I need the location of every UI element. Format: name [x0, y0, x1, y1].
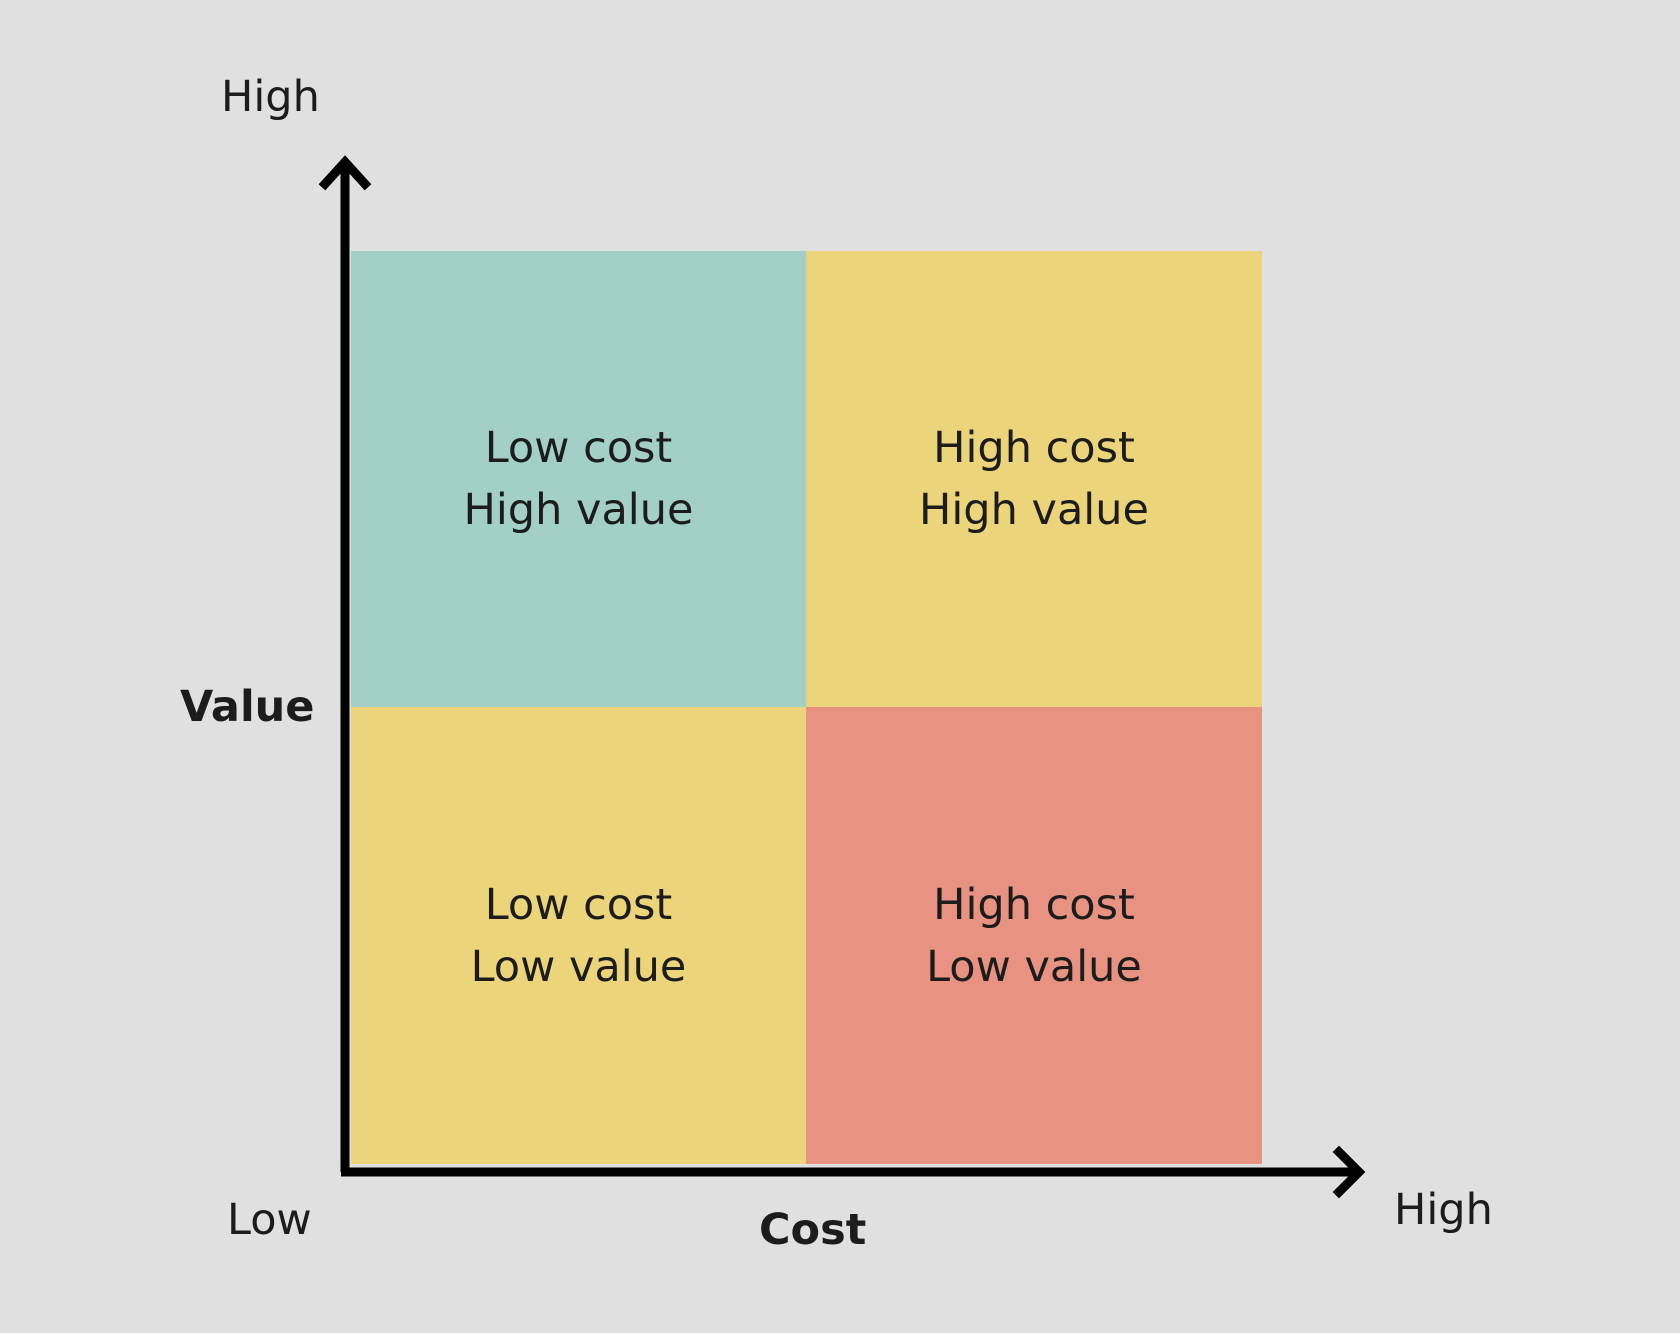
quadrant-high-cost-high-value: High cost High value — [806, 251, 1262, 707]
quadrant-line-2: Low value — [470, 941, 687, 992]
quadrant-line-1: Low cost — [484, 423, 673, 473]
quadrant-line-2: High value — [463, 485, 694, 535]
quadrant-line-1: High cost — [933, 423, 1135, 473]
x-axis-title: Cost — [759, 1205, 867, 1255]
quadrant-line-1: High cost — [933, 879, 1135, 930]
quadrant-high-cost-low-value: High cost Low value — [806, 707, 1262, 1164]
quadrant-line-2: High value — [919, 485, 1149, 535]
quadrant-low-cost-low-value: Low cost Low value — [351, 707, 806, 1164]
axis-low-label: Low — [227, 1195, 312, 1245]
y-axis-title: Value — [180, 682, 315, 732]
y-axis-high-label: High — [221, 72, 320, 122]
quadrant-line-2: Low value — [926, 941, 1142, 992]
x-axis-arrowhead — [1332, 1145, 1366, 1199]
quadrant-low-cost-high-value: Low cost High value — [351, 251, 806, 707]
quadrant-line-1: Low cost — [484, 879, 673, 930]
y-axis-arrowhead — [318, 155, 372, 191]
x-axis-high-label: High — [1394, 1185, 1493, 1235]
